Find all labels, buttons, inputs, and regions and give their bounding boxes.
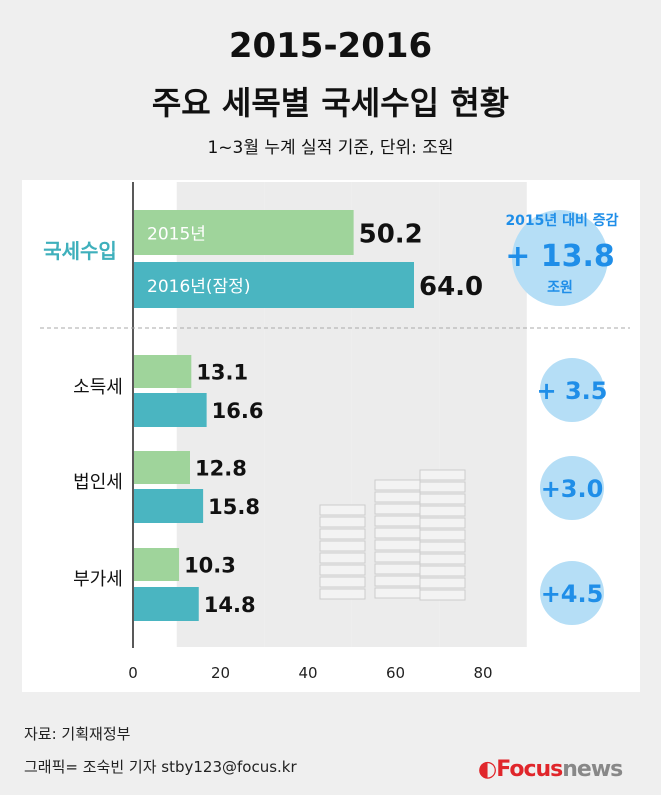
category-label: 법인세 <box>73 472 123 493</box>
focusnews-logo: ◐Focusnews <box>478 757 623 782</box>
category-label: 국세수입 <box>43 239 117 263</box>
money-stack-icon <box>419 469 466 481</box>
category-label: 부가세 <box>73 569 123 590</box>
value-label: 10.3 <box>184 554 236 578</box>
value-label: 14.8 <box>204 593 256 617</box>
money-stack-icon <box>419 565 466 577</box>
value-label: 12.8 <box>195 457 247 481</box>
bar-2015 <box>134 355 192 388</box>
change-value: +3.0 <box>541 475 604 503</box>
money-stack-icon <box>319 576 366 588</box>
bar-2016 <box>134 262 414 308</box>
x-tick-label: 80 <box>473 664 492 682</box>
change-circle <box>540 561 604 625</box>
money-stack-icon <box>374 551 421 563</box>
bar-2016 <box>134 587 199 621</box>
value-label: 15.8 <box>208 495 260 519</box>
change-circle <box>540 456 604 520</box>
change-value: + 13.8 <box>505 239 615 274</box>
bar-2016 <box>134 393 207 427</box>
change-header: 2015년 대비 증감 <box>505 212 618 229</box>
money-stack-icon <box>419 517 466 529</box>
source-note: 자료: 기획재정부 <box>24 725 131 743</box>
money-stack-icon <box>419 529 466 541</box>
money-stack-icon <box>374 503 421 515</box>
series-label: 2016년(잠정) <box>147 277 250 297</box>
x-tick-label: 60 <box>386 664 405 682</box>
money-stack-icon <box>374 515 421 527</box>
series-label: 2015년 <box>147 225 206 245</box>
money-stack-icon <box>319 588 366 600</box>
x-tick-label: 0 <box>128 664 138 682</box>
chart-title-line1: 2015-2016 <box>228 26 433 66</box>
money-stack-icon <box>419 493 466 505</box>
money-stack-icon <box>374 587 421 599</box>
change-value: +4.5 <box>541 580 604 608</box>
change-unit: 조원 <box>547 280 573 296</box>
value-label: 64.0 <box>419 272 483 302</box>
bar-2015 <box>134 210 354 255</box>
change-value: + 3.5 <box>537 377 608 405</box>
money-stack-icon <box>319 528 366 540</box>
money-stack-icon <box>319 540 366 552</box>
money-stack-icon <box>419 553 466 565</box>
category-label: 소득세 <box>73 377 123 398</box>
money-stack-icon <box>319 516 366 528</box>
money-stack-icon <box>419 577 466 589</box>
credit-note: 그래픽= 조숙빈 기자 stby123@focus.kr <box>24 758 297 776</box>
x-tick-label: 40 <box>298 664 317 682</box>
bar-2016 <box>134 489 204 523</box>
value-label: 13.1 <box>196 361 248 385</box>
money-stack-icon <box>419 505 466 517</box>
money-stack-icon <box>419 589 466 601</box>
money-stack-icon <box>419 541 466 553</box>
money-stack-icon <box>374 563 421 575</box>
bar-chart: 0 20 40 60 80 국세수입 2015년 50.2 2016년(잠정) 64.0 소득세 13… <box>40 182 630 682</box>
money-stack-icon <box>319 504 366 516</box>
chart-subtitle: 1~3월 누계 실적 기준, 단위: 조원 <box>207 138 454 158</box>
chart-title-line2: 주요 세목별 국세수입 현황 <box>151 84 510 122</box>
money-stack-icon <box>374 527 421 539</box>
bar-2015 <box>134 451 190 484</box>
change-circle <box>512 210 608 306</box>
money-stack-icon <box>374 575 421 587</box>
money-stack-icon <box>319 564 366 576</box>
value-label: 50.2 <box>359 220 423 250</box>
money-stack-icon <box>374 491 421 503</box>
money-stack-icon <box>374 479 421 491</box>
change-circle <box>540 358 604 422</box>
money-stack-icon <box>319 552 366 564</box>
value-label: 16.6 <box>212 399 264 423</box>
bar-2015 <box>134 548 180 581</box>
money-stack-icon <box>419 481 466 493</box>
money-stack-icon <box>374 539 421 551</box>
x-tick-label: 20 <box>211 664 230 682</box>
